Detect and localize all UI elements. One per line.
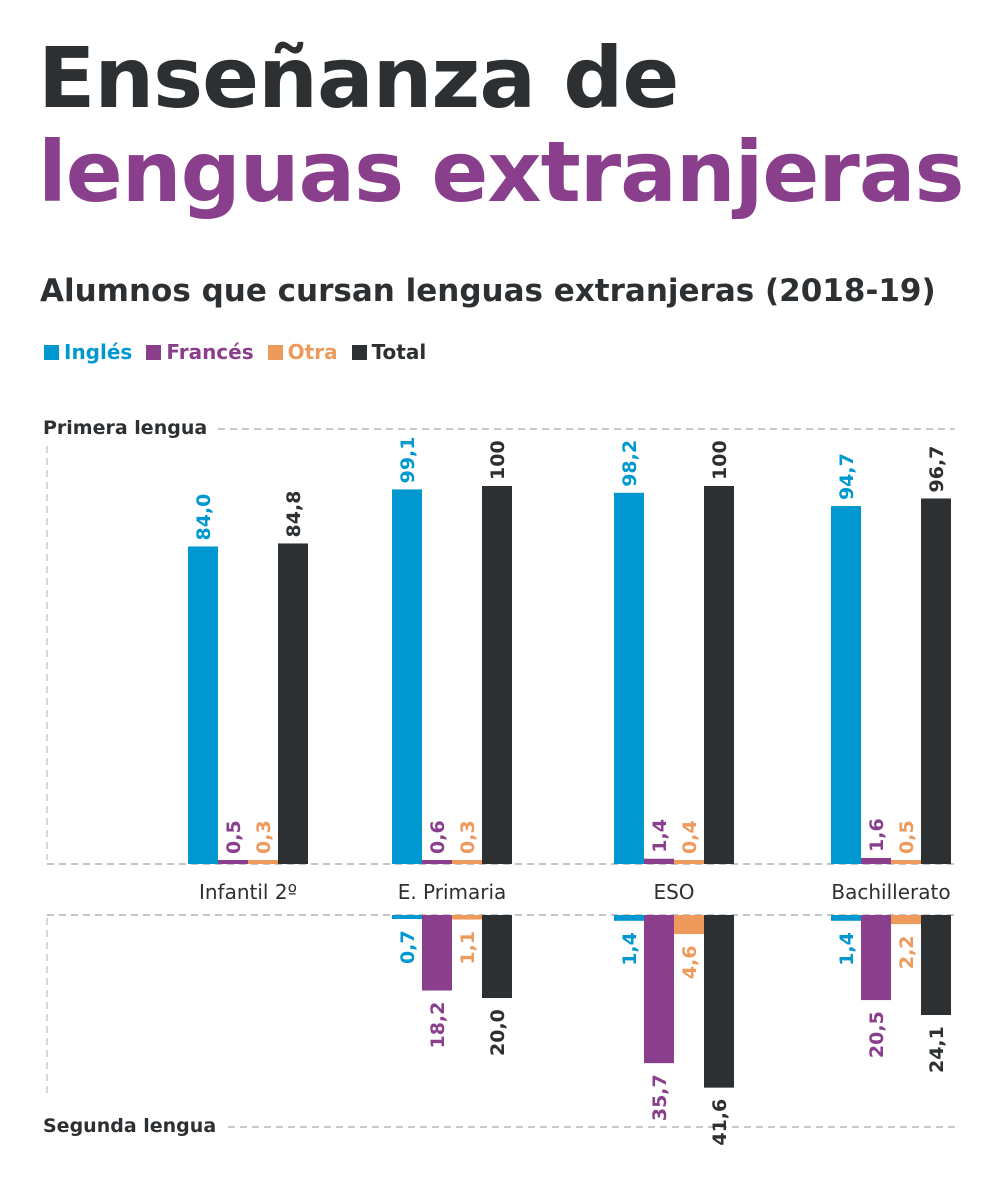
bar-segunda-ingles-eso	[614, 915, 644, 921]
bar-primera-total-eso	[704, 486, 734, 864]
bar-primera-otra-infantil-2-	[248, 860, 278, 864]
bar-segunda-total-eso	[704, 915, 734, 1088]
bar-primera-frances-bachillerato	[861, 857, 891, 864]
bar-segunda-otra-eso	[674, 915, 704, 935]
value-label-primera-frances-infantil-2-: 0,5	[223, 820, 245, 854]
bar-primera-ingles-bachillerato	[831, 506, 861, 864]
chart-title-line1: Enseñanza de	[38, 29, 679, 127]
value-label-primera-total-bachillerato: 96,7	[926, 446, 948, 493]
value-label-primera-frances-eso: 1,4	[649, 819, 671, 853]
bar-primera-total-bachillerato	[921, 498, 951, 864]
bar-primera-otra-e-primaria	[452, 860, 482, 864]
legend-label-total: Total	[371, 340, 427, 364]
value-label-segunda-frances-eso: 35,7	[649, 1074, 671, 1121]
bar-segunda-ingles-e-primaria	[392, 915, 422, 919]
bar-primera-otra-bachillerato	[891, 860, 921, 864]
value-label-primera-total-eso: 100	[709, 440, 731, 480]
value-label-segunda-ingles-eso: 1,4	[619, 932, 641, 966]
chart-subtitle: Alumnos que cursan lenguas extranjeras (…	[40, 273, 936, 309]
legend-swatch-otra	[267, 344, 283, 360]
bar-primera-frances-eso	[644, 858, 674, 864]
value-label-primera-otra-e-primaria: 0,3	[457, 820, 479, 854]
bar-primera-ingles-e-primaria	[392, 489, 422, 864]
value-label-primera-ingles-infantil-2-: 84,0	[193, 494, 215, 541]
value-label-primera-frances-bachillerato: 1,6	[866, 818, 888, 852]
value-label-primera-total-e-primaria: 100	[487, 440, 509, 480]
value-label-primera-otra-infantil-2-: 0,3	[253, 820, 275, 854]
panel-label-primera-lengua: Primera lengua	[43, 417, 207, 439]
value-label-primera-ingles-bachillerato: 94,7	[836, 453, 858, 500]
value-label-segunda-ingles-e-primaria: 0,7	[397, 930, 419, 964]
panel-label-segunda-lengua: Segunda lengua	[43, 1115, 216, 1137]
legend-label-ingles: Inglés	[64, 340, 133, 364]
value-label-primera-total-infantil-2-: 84,8	[283, 491, 305, 538]
bar-segunda-total-bachillerato	[921, 915, 951, 1016]
bar-primera-frances-infantil-2-	[218, 860, 248, 864]
legend-swatch-total	[351, 344, 367, 360]
value-label-segunda-ingles-bachillerato: 1,4	[836, 932, 858, 966]
value-labels: 84,0 99,1 98,2 94,7 0,5 0,6 1,4 1,6 0,3 0,3 0,4 0,5…	[193, 437, 948, 1146]
legend: Inglés Francés Otra Total	[44, 342, 426, 362]
category-labels: Infantil 2º E. Primaria ESO Bachillerato	[199, 880, 951, 904]
legend-item-otra: Otra	[267, 340, 338, 364]
legend-label-frances: Francés	[166, 340, 254, 364]
category-label-bachillerato: Bachillerato	[831, 880, 950, 904]
bar-primera-otra-eso	[674, 860, 704, 864]
bar-segunda-ingles-bachillerato	[831, 915, 861, 921]
bar-segunda-frances-eso	[644, 915, 674, 1064]
legend-item-frances: Francés	[146, 340, 254, 364]
value-label-segunda-frances-e-primaria: 18,2	[427, 1002, 449, 1049]
value-label-primera-otra-bachillerato: 0,5	[896, 820, 918, 854]
bar-segunda-frances-bachillerato	[861, 915, 891, 1001]
value-label-segunda-total-eso: 41,6	[709, 1099, 731, 1146]
legend-swatch-ingles	[44, 344, 59, 360]
bar-segunda-otra-e-primaria	[452, 915, 482, 920]
value-label-primera-ingles-e-primaria: 99,1	[397, 437, 419, 484]
bar-primera-frances-e-primaria	[422, 860, 452, 864]
value-label-primera-otra-eso: 0,4	[679, 820, 701, 854]
value-label-segunda-otra-e-primaria: 1,1	[457, 931, 479, 965]
category-label-eso: ESO	[653, 880, 694, 904]
chart-title-line2: lenguas extranjeras	[38, 123, 965, 221]
bar-segunda-total-e-primaria	[482, 915, 512, 998]
value-label-segunda-total-bachillerato: 24,1	[926, 1026, 948, 1073]
legend-item-ingles: Inglés	[44, 342, 132, 362]
bar-segunda-frances-e-primaria	[422, 915, 452, 991]
value-label-segunda-total-e-primaria: 20,0	[487, 1009, 509, 1056]
bar-primera-ingles-infantil-2-	[188, 546, 218, 864]
bar-segunda-otra-bachillerato	[891, 915, 921, 925]
bar-primera-total-e-primaria	[482, 486, 512, 864]
category-label-infantil-2-: Infantil 2º	[199, 880, 297, 904]
legend-item-total: Total	[351, 340, 427, 364]
legend-label-otra: Otra	[287, 340, 338, 364]
value-label-segunda-otra-eso: 4,6	[679, 945, 701, 979]
value-label-segunda-otra-bachillerato: 2,2	[896, 935, 918, 969]
value-label-primera-frances-e-primaria: 0,6	[427, 820, 449, 854]
value-label-segunda-frances-bachillerato: 20,5	[866, 1011, 888, 1058]
category-label-e-primaria: E. Primaria	[398, 880, 507, 904]
bars	[188, 486, 951, 1088]
bar-primera-total-infantil-2-	[278, 543, 308, 864]
bar-primera-ingles-eso	[614, 492, 644, 864]
value-label-primera-ingles-eso: 98,2	[619, 440, 641, 487]
legend-swatch-frances	[146, 344, 162, 360]
